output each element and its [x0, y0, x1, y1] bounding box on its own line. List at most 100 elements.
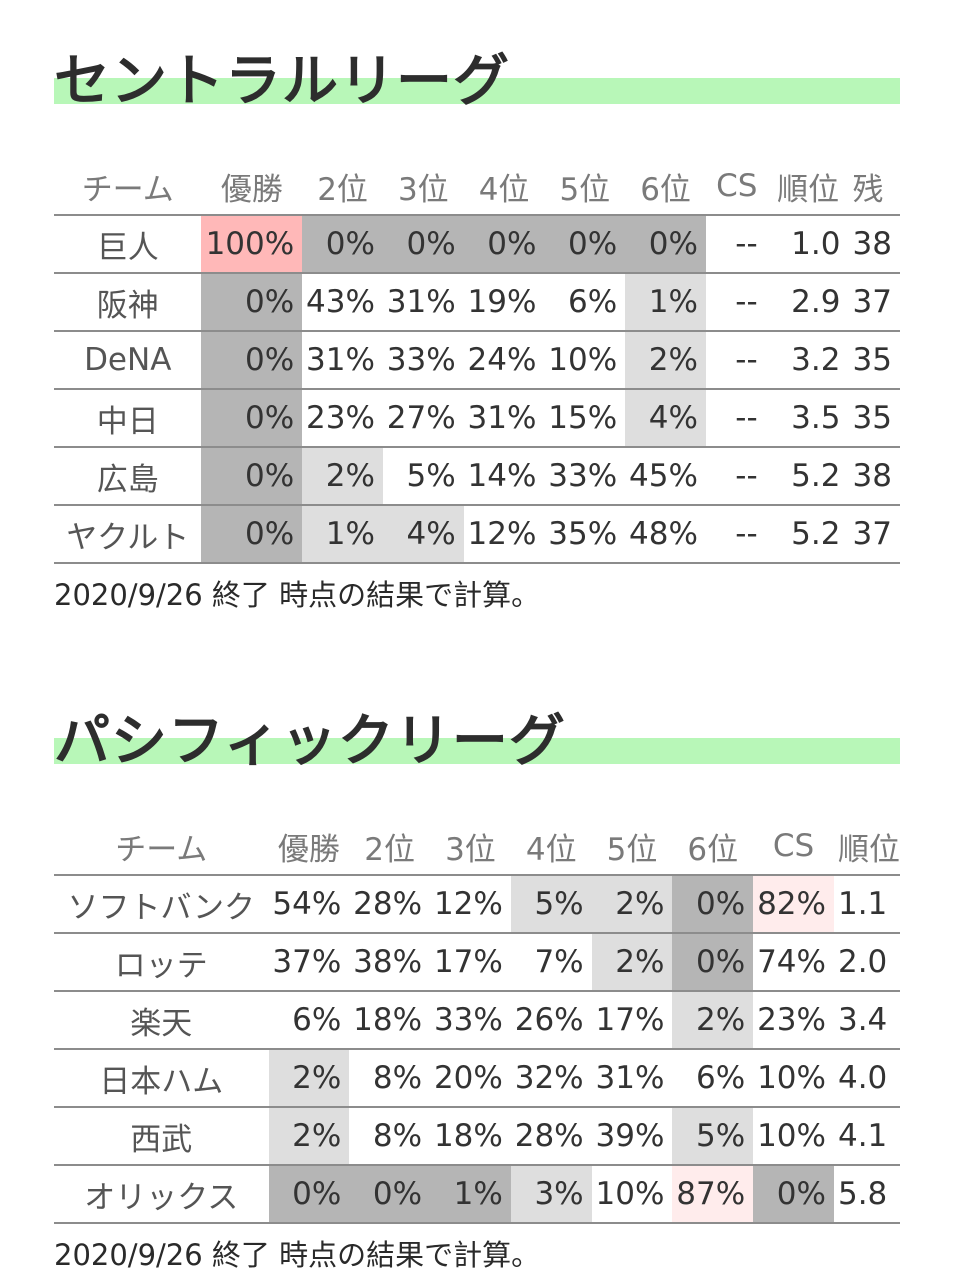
probability-cell: 0% — [201, 505, 303, 564]
probability-cell: 33% — [544, 447, 626, 506]
probability-cell: 7% — [510, 933, 592, 992]
probability-cell: 17% — [591, 991, 673, 1050]
column-header: 2位 — [349, 818, 431, 876]
probability-cell: 8% — [349, 1107, 431, 1166]
probability-cell: 87% — [672, 1165, 754, 1224]
probability-cell: 0% — [672, 875, 754, 934]
probability-cell: 5% — [672, 1107, 754, 1166]
column-header: 2位 — [302, 158, 383, 216]
central-calc-note: 2020/9/26 終了 時点の結果で計算。 — [54, 578, 541, 612]
probability-cell: 6% — [268, 991, 350, 1050]
team-name: 楽天 — [54, 991, 269, 1050]
probability-cell: 1% — [302, 505, 383, 564]
probability-cell: 54% — [268, 875, 350, 934]
column-header: 6位 — [672, 818, 754, 876]
probability-cell: 2% — [302, 447, 383, 506]
probability-cell: 18% — [349, 991, 431, 1050]
probability-cell: -- — [705, 389, 768, 448]
title-underline — [54, 78, 900, 104]
probability-cell: 45% — [625, 447, 706, 506]
pacific-standings-table: チーム 優勝 2位 3位 4位 5位 6位 CS 順位 ソフトバンク 54% 28% 12% 5% 2% 0… — [54, 818, 900, 1224]
probability-cell: 39% — [591, 1107, 673, 1166]
probability-cell: -- — [705, 215, 768, 274]
probability-cell: 26% — [510, 991, 592, 1050]
probability-cell: 10% — [753, 1049, 834, 1108]
probability-cell: 0% — [349, 1165, 431, 1224]
probability-cell: 12% — [463, 505, 545, 564]
column-header: 3位 — [382, 158, 464, 216]
probability-cell: 23% — [753, 991, 834, 1050]
table-row: 中日 0% 23% 27% 31% 15% 4% -- 3.5 35 — [54, 389, 900, 448]
probability-cell: 3.2 — [767, 331, 849, 390]
probability-cell: 0% — [463, 215, 545, 274]
probability-cell: 1% — [430, 1165, 511, 1224]
probability-cell: 33% — [430, 991, 511, 1050]
probability-cell: 2% — [268, 1049, 350, 1108]
team-name: 日本ハム — [54, 1049, 269, 1108]
probability-cell: 35 — [848, 331, 900, 390]
probability-cell: 10% — [544, 331, 626, 390]
probability-cell: 24% — [463, 331, 545, 390]
probability-cell: 10% — [591, 1165, 673, 1224]
probability-cell: 1% — [625, 273, 706, 332]
pacific-title-block: パシフィックリーグ — [54, 704, 900, 770]
table-row: 西武 2% 8% 18% 28% 39% 5% 10% 4.1 — [54, 1107, 900, 1166]
column-header: 5位 — [591, 818, 673, 876]
probability-cell: -- — [705, 273, 768, 332]
probability-cell: 35% — [544, 505, 626, 564]
column-header: 4位 — [463, 158, 545, 216]
pacific-standings-table-wrap: チーム 優勝 2位 3位 4位 5位 6位 CS 順位 ソフトバンク 54% 28% 12% 5% 2% 0… — [54, 818, 900, 1224]
probability-cell: 31% — [591, 1049, 673, 1108]
table-row: 日本ハム 2% 8% 20% 32% 31% 6% 10% 4.0 — [54, 1049, 900, 1108]
probability-cell: 2% — [591, 875, 673, 934]
probability-cell: 0% — [201, 273, 303, 332]
probability-cell: 82% — [753, 875, 834, 934]
team-name: 西武 — [54, 1107, 269, 1166]
probability-cell: 43% — [302, 273, 383, 332]
column-header: 3位 — [430, 818, 511, 876]
probability-cell: 17% — [430, 933, 511, 992]
probability-cell: 0% — [672, 933, 754, 992]
table-header-row: チーム 優勝 2位 3位 4位 5位 6位 CS 順位残 — [54, 158, 900, 216]
probability-cell: 31% — [382, 273, 464, 332]
probability-cell: 12% — [430, 875, 511, 934]
probability-cell: 20% — [430, 1049, 511, 1108]
probability-cell: 2% — [268, 1107, 350, 1166]
probability-cell: 14% — [463, 447, 545, 506]
probability-cell: 0% — [753, 1165, 834, 1224]
probability-cell: -- — [705, 505, 768, 564]
team-name: ソフトバンク — [54, 875, 269, 934]
probability-cell: 48% — [625, 505, 706, 564]
probability-cell: 6% — [544, 273, 626, 332]
probability-cell: 1.1 — [833, 875, 900, 934]
probability-cell: 5% — [510, 875, 592, 934]
probability-cell: 23% — [302, 389, 383, 448]
team-name: 中日 — [54, 389, 202, 448]
probability-cell: 6% — [672, 1049, 754, 1108]
probability-cell: 32% — [510, 1049, 592, 1108]
table-row: 広島 0% 2% 5% 14% 33% 45% -- 5.2 38 — [54, 447, 900, 506]
probability-cell: 100% — [201, 215, 303, 274]
team-name: オリックス — [54, 1165, 269, 1224]
probability-cell: 37 — [848, 273, 900, 332]
probability-cell: 37 — [848, 505, 900, 564]
probability-cell: 0% — [201, 389, 303, 448]
probability-cell: 35 — [848, 389, 900, 448]
team-name: DeNA — [54, 331, 202, 390]
probability-cell: 0% — [382, 215, 464, 274]
column-header: 優勝 — [268, 818, 350, 876]
column-header: 順位 — [833, 818, 900, 876]
table-header-row: チーム 優勝 2位 3位 4位 5位 6位 CS 順位 — [54, 818, 900, 876]
table-row: ヤクルト 0% 1% 4% 12% 35% 48% -- 5.2 37 — [54, 505, 900, 564]
team-name: 阪神 — [54, 273, 202, 332]
probability-cell: 27% — [382, 389, 464, 448]
probability-cell: 4% — [382, 505, 464, 564]
probability-cell: 37% — [268, 933, 350, 992]
probability-cell: 38% — [349, 933, 431, 992]
probability-cell: 0% — [302, 215, 383, 274]
probability-cell: 38 — [848, 215, 900, 274]
team-name: ロッテ — [54, 933, 269, 992]
probability-cell: 0% — [625, 215, 706, 274]
table-row: 阪神 0% 43% 31% 19% 6% 1% -- 2.9 37 — [54, 273, 900, 332]
column-header: チーム — [54, 818, 269, 876]
